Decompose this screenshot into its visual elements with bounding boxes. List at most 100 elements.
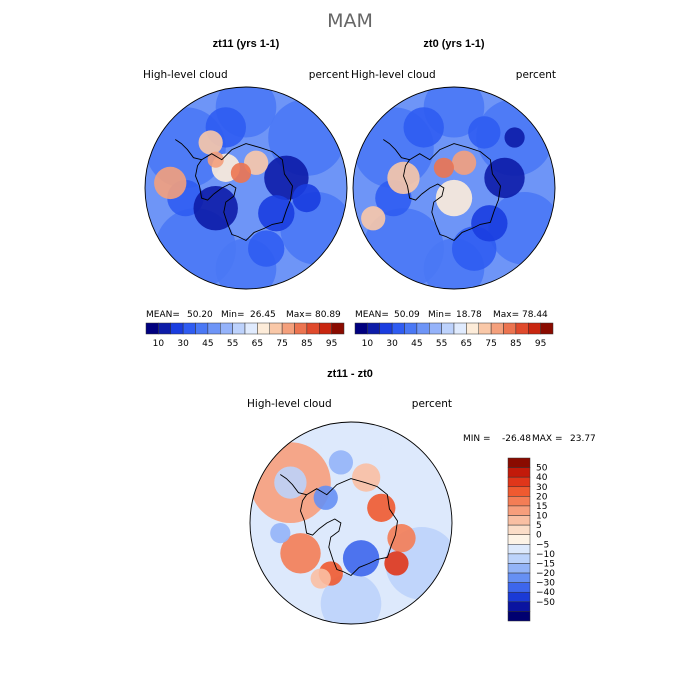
colorbar-swatch <box>367 322 380 335</box>
page-title: MAM <box>327 10 373 32</box>
max-value: 78.44 <box>522 310 548 320</box>
colorbar-swatch <box>416 322 430 335</box>
contour-region <box>387 161 420 195</box>
colorbar-tick-label: 95 <box>326 339 337 349</box>
colorbar-swatch <box>294 322 308 335</box>
colorbar-swatch <box>391 322 405 335</box>
colorbar-swatch <box>540 322 554 335</box>
colorbar-tick-label: 85 <box>510 339 521 349</box>
field-label: High-level cloud <box>143 69 228 81</box>
colorbar-tick-label: 30 <box>177 339 189 349</box>
contour-region <box>193 185 238 231</box>
map-border <box>144 86 348 290</box>
colorbar-swatch <box>170 322 184 335</box>
colorbar-swatch <box>244 322 258 335</box>
colorbar-tick-label: 0 <box>536 531 542 541</box>
colorbar-swatch <box>507 544 531 555</box>
max-label: MAX = <box>532 434 563 444</box>
colorbar-swatch <box>182 322 196 335</box>
colorbar-swatch <box>232 322 246 335</box>
colorbar-tick-label: 5 <box>536 521 542 531</box>
max-value: 80.89 <box>315 310 341 320</box>
colorbar-swatch <box>207 322 221 335</box>
contour-region <box>468 116 501 149</box>
contour-region <box>451 150 477 175</box>
contour-region <box>310 568 331 589</box>
colorbar-tick-label: 50 <box>536 464 548 474</box>
colorbar-swatch <box>507 496 531 507</box>
colorbar-tick-label: 30 <box>386 339 398 349</box>
peninsula-coastline <box>383 139 410 161</box>
contour-region <box>198 130 223 155</box>
colorbar-swatch <box>269 322 283 335</box>
colorbar-swatch <box>507 563 531 574</box>
colorbar-swatch <box>195 322 209 335</box>
colorbar-swatch <box>507 572 531 583</box>
colorbar-tick-label: 65 <box>252 339 263 349</box>
panel-difference: zt11 - zt0 High-level cloud percent MIN … <box>247 368 596 625</box>
mean-value: 50.09 <box>394 310 420 320</box>
contour-region <box>280 533 321 574</box>
colorbar-swatch <box>158 322 171 335</box>
colorbar-tick-label: −40 <box>536 588 555 598</box>
colorbar-swatch <box>507 611 531 622</box>
colorbar-swatch <box>466 322 479 335</box>
colorbar-tick-label: −50 <box>536 598 555 608</box>
contour-region <box>361 206 386 231</box>
colorbar-tick-label: 55 <box>227 339 238 349</box>
panel-title: zt0 (yrs 1-1) <box>423 38 484 50</box>
antarctica-coastline <box>300 478 398 577</box>
colorbar-swatch <box>507 505 531 516</box>
colorbar-tick-label: −20 <box>536 569 555 579</box>
max-label: Max= <box>493 310 519 320</box>
colorbar-tick-label: 75 <box>485 339 496 349</box>
contour-region <box>367 493 396 522</box>
min-value: 26.45 <box>250 310 276 320</box>
colorbar-swatch <box>507 601 531 612</box>
max-value: 23.77 <box>570 434 596 444</box>
contour-fill <box>145 87 347 289</box>
contour-region <box>320 573 382 624</box>
contour-region <box>328 450 354 475</box>
panel-title: zt11 (yrs 1-1) <box>213 38 280 50</box>
colorbar-swatch <box>507 515 531 526</box>
units-label: percent <box>309 69 349 81</box>
min-value: -26.48 <box>502 434 531 444</box>
colorbar-tick-label: 10 <box>536 512 548 522</box>
colorbar-tick-label: 65 <box>461 339 472 349</box>
contour-region <box>433 157 454 178</box>
polar-map <box>249 421 453 625</box>
colorbar-swatch <box>257 322 270 335</box>
colorbar-swatch <box>507 534 531 545</box>
colorbar-swatch <box>507 486 531 497</box>
colorbar-swatch <box>528 322 541 335</box>
peninsula-coastline <box>280 474 307 496</box>
colorbar-swatch <box>507 582 531 593</box>
colorbar-swatch <box>507 457 531 468</box>
contour-region <box>435 179 473 217</box>
panel-zt11: zt11 (yrs 1-1) High-level cloud percent … <box>143 38 349 349</box>
contour-region <box>230 162 252 183</box>
colorbar-tick-label: 95 <box>535 339 546 349</box>
peninsula-coastline <box>175 139 202 161</box>
colorbar-swatch <box>453 322 467 335</box>
panel-title: zt11 - zt0 <box>327 368 373 380</box>
colorbar-swatch <box>507 591 531 603</box>
contour-region <box>384 551 409 576</box>
colorbar-tick-label: 10 <box>153 339 165 349</box>
panel-zt0: zt0 (yrs 1-1) High-level cloud percent M… <box>351 38 556 349</box>
colorbar-tick-label: 10 <box>362 339 374 349</box>
colorbar-swatch <box>429 322 442 335</box>
map-border <box>249 421 453 625</box>
colorbar-swatch <box>478 322 492 335</box>
contour-region <box>484 157 525 199</box>
colorbar-tick-label: 15 <box>536 502 547 512</box>
mean-label: MEAN= <box>146 310 180 320</box>
colorbar-swatch <box>507 553 531 564</box>
colorbar-swatch <box>507 476 531 488</box>
contour-region <box>352 463 381 492</box>
contour-region <box>387 524 416 553</box>
min-label: Min= <box>221 310 245 320</box>
colorbar-tick-label: 85 <box>301 339 312 349</box>
